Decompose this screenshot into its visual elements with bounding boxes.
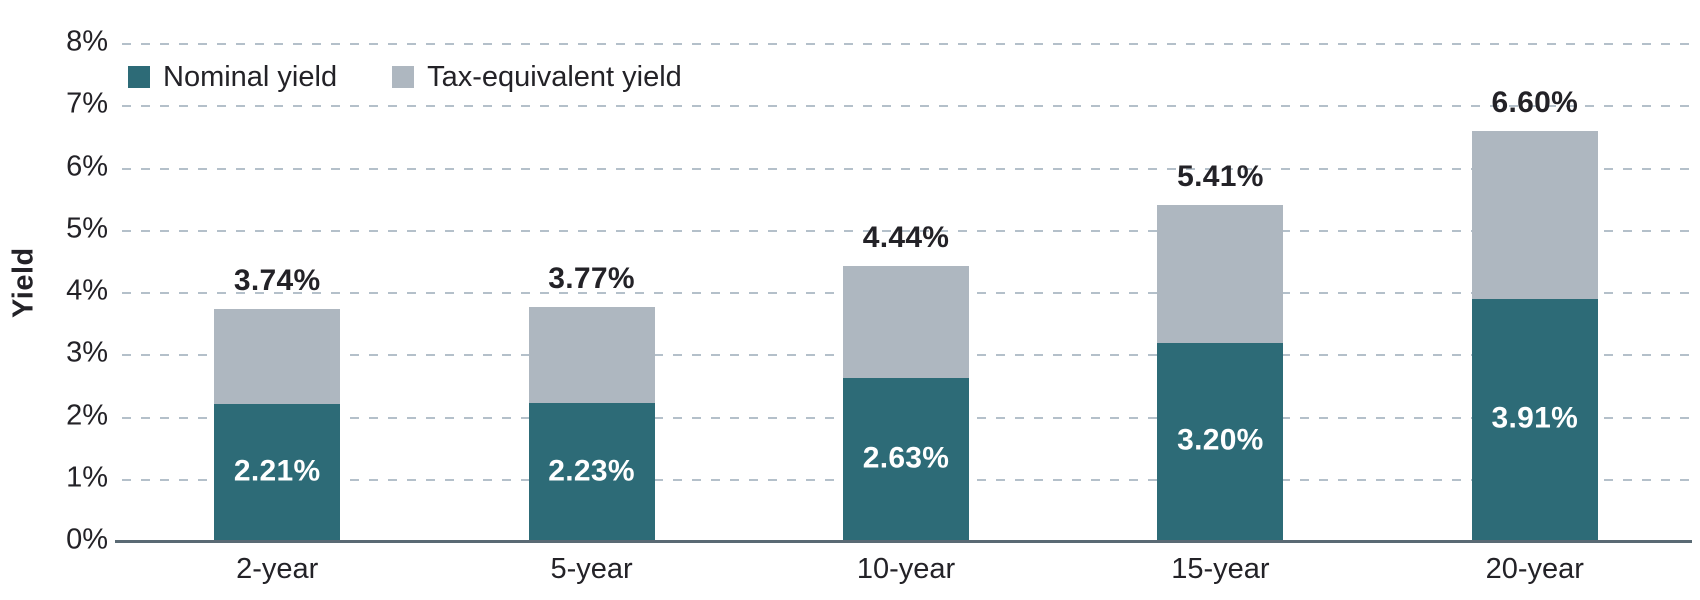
y-tick-label-4pct: 4%: [66, 274, 108, 307]
nominal-value-label-10-year: 2.63%: [862, 441, 950, 475]
nominal-value-label-5-year: 2.23%: [548, 454, 635, 488]
tax-equivalent-segment-5-year: [528, 307, 655, 404]
gridline-5pct: [122, 229, 1692, 232]
tax-equivalent-segment-2-year: [214, 309, 341, 405]
total-value-label-15-year: 5.41%: [1177, 160, 1264, 194]
nominal-value-label-15-year: 3.20%: [1177, 424, 1264, 458]
x-tick-label-2-year: 2-year: [236, 553, 319, 585]
bar-group-20-year: 6.60% 3.91%: [1471, 44, 1598, 542]
tax-equivalent-segment-10-year: [843, 265, 969, 379]
legend: Nominal yield Tax-equivalent yield: [128, 62, 682, 92]
y-tick-label-3pct: 3%: [66, 336, 108, 369]
y-tick-label-5pct: 5%: [66, 212, 108, 245]
total-value-label-5-year: 3.77%: [548, 262, 635, 296]
nominal-value-label-20-year: 3.91%: [1491, 401, 1579, 435]
gridline-8pct: [122, 43, 1692, 45]
y-tick-label-8pct: 8%: [66, 25, 108, 58]
gridline-7pct: [122, 105, 1692, 108]
legend-item-nominal-yield: Nominal yield: [128, 62, 337, 92]
y-tick-label-0pct: 0%: [66, 523, 108, 556]
bar-group-2-year: 3.74% 2.21%: [214, 44, 341, 542]
nominal-segment-5-year: 2.23%: [528, 403, 655, 542]
y-tick-label-2pct: 2%: [66, 399, 108, 431]
y-axis: 0% 1% 2% 3% 4% 5% 6% 7% 8%: [0, 27, 108, 554]
y-tick-label-6pct: 6%: [66, 150, 108, 182]
x-axis: 2-year 5-year 10-year 15-year 20-year: [120, 554, 1692, 594]
total-value-label-2-year: 3.74%: [233, 264, 321, 298]
bar-group-10-year: 4.44% 2.63%: [843, 44, 969, 542]
nominal-segment-2-year: 2.21%: [214, 404, 341, 542]
nominal-yield-swatch-icon: [128, 66, 150, 88]
x-tick-label-5-year: 5-year: [550, 553, 633, 585]
nominal-segment-15-year: 3.20%: [1157, 342, 1284, 542]
nominal-segment-10-year: 2.63%: [843, 378, 969, 542]
tax-equivalent-yield-swatch-icon: [392, 66, 415, 88]
legend-label-tax-equivalent-yield: Tax-equivalent yield: [427, 61, 682, 93]
tax-equivalent-segment-20-year: [1471, 131, 1598, 299]
x-tick-label-20-year: 20-year: [1485, 553, 1584, 585]
gridline-6pct: [122, 167, 1692, 170]
x-axis-baseline: [115, 540, 1692, 543]
total-value-label-10-year: 4.44%: [862, 220, 950, 254]
y-tick-label-7pct: 7%: [66, 87, 108, 120]
x-tick-label-10-year: 10-year: [856, 553, 956, 585]
nominal-segment-20-year: 3.91%: [1471, 298, 1598, 542]
x-tick-label-15-year: 15-year: [1171, 553, 1270, 585]
bar-group-15-year: 5.41% 3.20%: [1157, 44, 1284, 542]
nominal-value-label-2-year: 2.21%: [233, 454, 321, 488]
legend-label-nominal-yield: Nominal yield: [163, 61, 338, 93]
tax-equivalent-segment-15-year: [1157, 205, 1284, 343]
total-value-label-20-year: 6.60%: [1491, 86, 1579, 120]
bar-group-5-year: 3.77% 2.23%: [528, 44, 655, 542]
y-tick-label-1pct: 1%: [66, 461, 108, 494]
plot-area: Nominal yield Tax-equivalent yield 3.74%…: [115, 43, 1692, 543]
legend-item-tax-equivalent-yield: Tax-equivalent yield: [392, 62, 682, 92]
